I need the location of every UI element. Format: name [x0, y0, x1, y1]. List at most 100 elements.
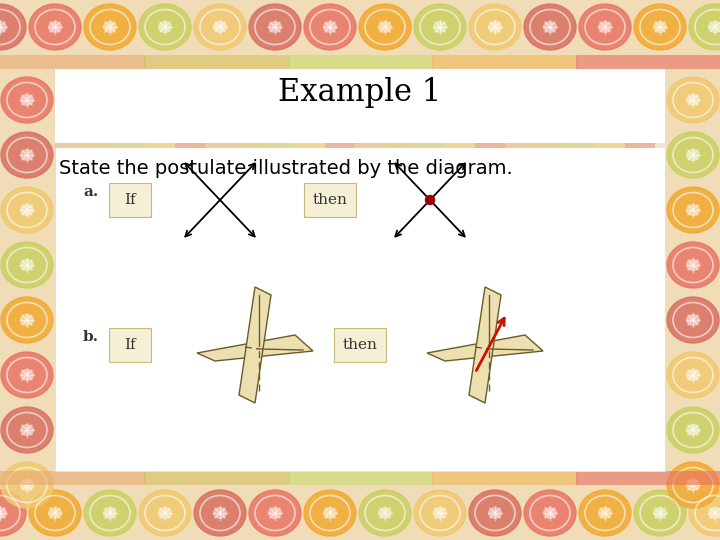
- Bar: [288, 55, 434, 69]
- Bar: [295, 143, 325, 148]
- Polygon shape: [469, 287, 501, 403]
- Bar: [304, 183, 356, 217]
- Ellipse shape: [158, 507, 172, 519]
- Bar: [109, 328, 151, 362]
- Ellipse shape: [20, 314, 34, 326]
- Bar: [565, 143, 595, 148]
- Bar: [288, 471, 434, 485]
- Ellipse shape: [0, 490, 26, 536]
- Ellipse shape: [1, 187, 53, 233]
- Bar: [385, 143, 415, 148]
- Bar: [445, 143, 475, 148]
- Bar: [576, 471, 720, 485]
- Bar: [475, 143, 505, 148]
- Ellipse shape: [686, 314, 700, 326]
- Bar: [235, 143, 265, 148]
- Ellipse shape: [488, 507, 502, 519]
- Bar: [55, 69, 665, 144]
- Bar: [0, 471, 146, 485]
- Ellipse shape: [469, 4, 521, 50]
- Bar: [415, 143, 445, 148]
- Ellipse shape: [1, 407, 53, 453]
- Ellipse shape: [667, 132, 719, 178]
- Ellipse shape: [524, 490, 576, 536]
- Ellipse shape: [268, 507, 282, 519]
- Ellipse shape: [0, 4, 26, 50]
- Ellipse shape: [708, 21, 720, 33]
- Text: State the postulate illustrated by the diagram.: State the postulate illustrated by the d…: [59, 159, 513, 179]
- Ellipse shape: [598, 507, 612, 519]
- Ellipse shape: [708, 507, 720, 519]
- Ellipse shape: [20, 259, 34, 271]
- Ellipse shape: [686, 204, 700, 216]
- Bar: [0, 55, 146, 69]
- Text: then: then: [312, 193, 348, 207]
- Bar: [355, 143, 385, 148]
- Ellipse shape: [667, 77, 719, 123]
- Ellipse shape: [359, 4, 411, 50]
- Ellipse shape: [103, 21, 117, 33]
- Text: a.: a.: [83, 185, 98, 199]
- Ellipse shape: [653, 507, 667, 519]
- Text: If: If: [124, 193, 136, 207]
- Text: Example 1: Example 1: [279, 77, 441, 107]
- Ellipse shape: [469, 490, 521, 536]
- Ellipse shape: [1, 462, 53, 508]
- Ellipse shape: [686, 149, 700, 161]
- Ellipse shape: [378, 507, 392, 519]
- Ellipse shape: [653, 21, 667, 33]
- Bar: [265, 143, 295, 148]
- Ellipse shape: [634, 490, 686, 536]
- Ellipse shape: [686, 94, 700, 106]
- Ellipse shape: [686, 479, 700, 491]
- Ellipse shape: [579, 4, 631, 50]
- Ellipse shape: [304, 4, 356, 50]
- Bar: [175, 143, 205, 148]
- Ellipse shape: [667, 462, 719, 508]
- Ellipse shape: [304, 490, 356, 536]
- Ellipse shape: [579, 490, 631, 536]
- Ellipse shape: [433, 507, 447, 519]
- Ellipse shape: [20, 204, 34, 216]
- Bar: [55, 69, 665, 471]
- Ellipse shape: [194, 490, 246, 536]
- Ellipse shape: [634, 4, 686, 50]
- Bar: [144, 471, 290, 485]
- Ellipse shape: [667, 407, 719, 453]
- Circle shape: [426, 195, 434, 205]
- Bar: [145, 143, 175, 148]
- Ellipse shape: [0, 21, 7, 33]
- Ellipse shape: [84, 4, 136, 50]
- Ellipse shape: [689, 4, 720, 50]
- Ellipse shape: [20, 479, 34, 491]
- Ellipse shape: [29, 490, 81, 536]
- Bar: [144, 55, 290, 69]
- Ellipse shape: [667, 352, 719, 398]
- Bar: [85, 143, 115, 148]
- Bar: [432, 471, 578, 485]
- Polygon shape: [197, 335, 313, 361]
- Bar: [55, 143, 85, 148]
- Ellipse shape: [20, 424, 34, 436]
- Ellipse shape: [103, 507, 117, 519]
- Ellipse shape: [268, 21, 282, 33]
- Bar: [505, 143, 535, 148]
- Text: b.: b.: [83, 330, 99, 344]
- Ellipse shape: [686, 424, 700, 436]
- Bar: [325, 143, 355, 148]
- Ellipse shape: [543, 507, 557, 519]
- Ellipse shape: [20, 94, 34, 106]
- Ellipse shape: [29, 4, 81, 50]
- Ellipse shape: [323, 507, 337, 519]
- Bar: [109, 183, 151, 217]
- Ellipse shape: [686, 259, 700, 271]
- Ellipse shape: [139, 490, 191, 536]
- Ellipse shape: [20, 149, 34, 161]
- Bar: [576, 55, 720, 69]
- Ellipse shape: [667, 242, 719, 288]
- Ellipse shape: [20, 369, 34, 381]
- Ellipse shape: [158, 21, 172, 33]
- Polygon shape: [427, 335, 543, 361]
- Bar: [115, 143, 145, 148]
- Ellipse shape: [0, 507, 7, 519]
